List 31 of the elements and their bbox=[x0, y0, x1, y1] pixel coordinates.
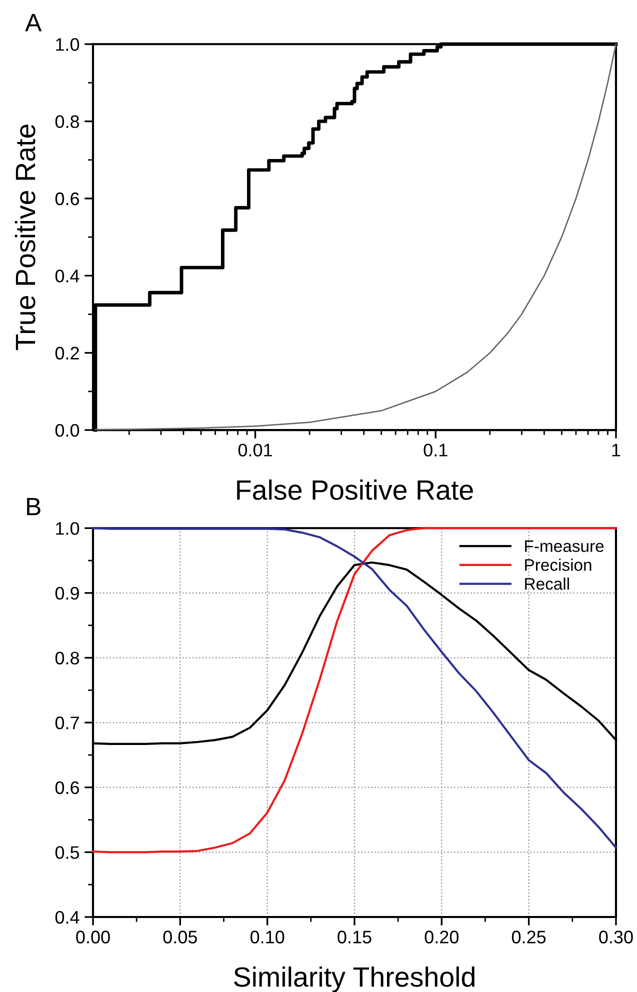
x-tick-label: 0.30 bbox=[599, 930, 633, 944]
chart-title: B bbox=[27, 498, 40, 516]
x-tick-label: 0.10 bbox=[250, 930, 284, 944]
y-tick-label: 0.0 bbox=[55, 424, 80, 437]
x-tick-label: 0.15 bbox=[338, 930, 372, 944]
x-tick-label: 1 bbox=[612, 444, 620, 456]
x-tick-label: 0.01 bbox=[238, 444, 272, 456]
x-tick-label: 0.20 bbox=[424, 930, 459, 944]
y-tick-label: 0.5 bbox=[55, 846, 80, 859]
x-tick-label: 0.00 bbox=[76, 930, 110, 944]
y-tick-label: 0.6 bbox=[55, 781, 80, 794]
y-tick-label: 0.4 bbox=[55, 910, 80, 924]
y-tick-label: 1.0 bbox=[56, 38, 80, 51]
y-axis-title: True Positive Rate bbox=[14, 124, 36, 350]
y-tick-label: 0.8 bbox=[55, 115, 80, 128]
legend-label: Recall bbox=[525, 578, 569, 590]
x-axis-title: Similarity Threshold bbox=[234, 966, 474, 992]
x-tick-label: 0.25 bbox=[512, 930, 546, 944]
legend-label: F-measure bbox=[525, 540, 604, 552]
y-tick-label: 0.8 bbox=[55, 652, 80, 664]
y-tick-label: 0.4 bbox=[55, 270, 80, 282]
y-tick-label: 0.6 bbox=[55, 192, 80, 206]
chart-title: A bbox=[25, 14, 42, 32]
x-axis-title: False Positive Rate bbox=[237, 480, 473, 500]
y-tick-label: 0.7 bbox=[55, 716, 79, 730]
y-tick-label: 0.2 bbox=[55, 346, 79, 360]
x-tick-label: 0.05 bbox=[163, 930, 197, 944]
y-tick-label: 0.9 bbox=[55, 586, 79, 600]
y-tick-label: 1.0 bbox=[56, 522, 80, 535]
x-tick-label: 0.1 bbox=[424, 444, 448, 456]
legend-label: Precision bbox=[525, 558, 592, 571]
